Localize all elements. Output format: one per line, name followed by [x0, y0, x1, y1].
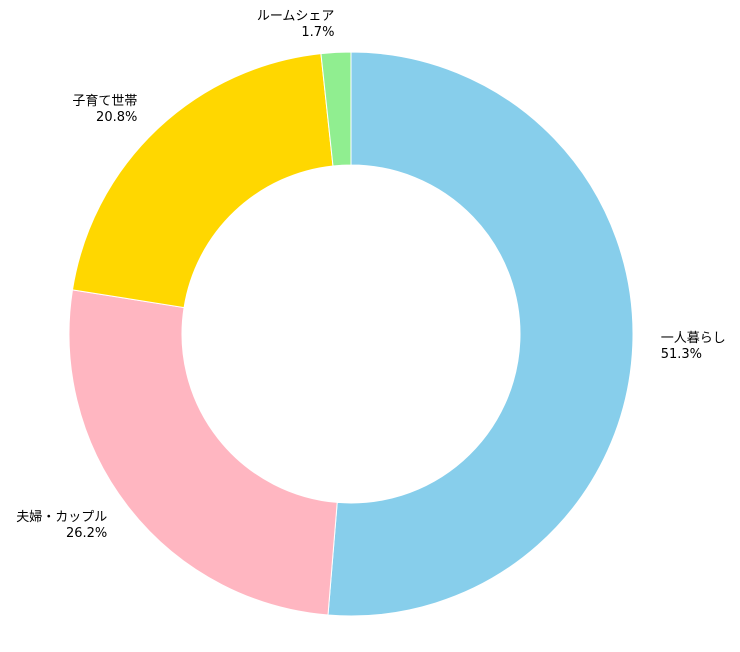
slice-label: 夫婦・カップル	[16, 509, 107, 525]
slice-percent: 51.3%	[661, 347, 702, 362]
slice-label: ルームシェア	[257, 9, 335, 24]
slice-percent: 20.8%	[96, 110, 137, 125]
slice-label: 一人暮らし	[661, 331, 726, 346]
slice-percent: 26.2%	[66, 526, 107, 541]
donut-slice	[320, 51, 352, 167]
donut-slice	[327, 51, 634, 617]
slice-percent: 1.7%	[301, 25, 334, 40]
slice-label: 子育て世帯	[72, 93, 137, 109]
donut-slice	[71, 53, 334, 309]
donut-slice	[68, 289, 338, 616]
